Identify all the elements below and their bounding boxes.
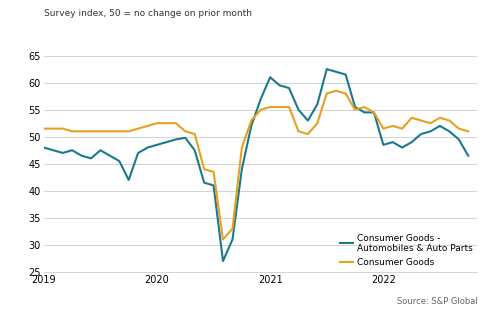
Consumer Goods bbox=[126, 129, 131, 133]
Consumer Goods bbox=[69, 129, 75, 133]
Consumer Goods -
Automobiles & Auto Parts bbox=[201, 181, 207, 184]
Consumer Goods bbox=[447, 119, 452, 122]
Consumer Goods -
Automobiles & Auto Parts bbox=[154, 143, 160, 147]
Consumer Goods bbox=[211, 170, 217, 174]
Consumer Goods -
Automobiles & Auto Parts bbox=[296, 108, 301, 112]
Line: Consumer Goods: Consumer Goods bbox=[44, 91, 468, 239]
Consumer Goods -
Automobiles & Auto Parts bbox=[465, 154, 471, 158]
Consumer Goods bbox=[352, 108, 358, 112]
Consumer Goods -
Automobiles & Auto Parts bbox=[97, 148, 103, 152]
Consumer Goods bbox=[78, 129, 84, 133]
Consumer Goods bbox=[248, 119, 254, 122]
Consumer Goods bbox=[88, 129, 94, 133]
Consumer Goods bbox=[409, 116, 414, 120]
Consumer Goods bbox=[239, 146, 245, 149]
Consumer Goods -
Automobiles & Auto Parts bbox=[315, 102, 320, 106]
Consumer Goods -
Automobiles & Auto Parts bbox=[361, 111, 367, 114]
Consumer Goods bbox=[164, 121, 169, 125]
Consumer Goods bbox=[286, 105, 292, 109]
Consumer Goods -
Automobiles & Auto Parts bbox=[267, 75, 273, 79]
Consumer Goods bbox=[116, 129, 122, 133]
Consumer Goods -
Automobiles & Auto Parts bbox=[211, 184, 217, 187]
Consumer Goods -
Automobiles & Auto Parts bbox=[135, 151, 141, 155]
Consumer Goods -
Automobiles & Auto Parts bbox=[229, 238, 235, 241]
Consumer Goods bbox=[154, 121, 160, 125]
Consumer Goods -
Automobiles & Auto Parts bbox=[324, 67, 330, 71]
Consumer Goods -
Automobiles & Auto Parts bbox=[88, 156, 94, 160]
Consumer Goods -
Automobiles & Auto Parts bbox=[173, 138, 179, 141]
Consumer Goods -
Automobiles & Auto Parts bbox=[116, 159, 122, 163]
Consumer Goods -
Automobiles & Auto Parts bbox=[343, 73, 349, 76]
Consumer Goods bbox=[324, 91, 330, 95]
Consumer Goods -
Automobiles & Auto Parts bbox=[418, 132, 424, 136]
Text: Survey index, 50 = no change on prior month: Survey index, 50 = no change on prior mo… bbox=[44, 9, 252, 18]
Consumer Goods -
Automobiles & Auto Parts bbox=[248, 124, 254, 128]
Consumer Goods bbox=[145, 124, 150, 128]
Consumer Goods bbox=[50, 127, 56, 130]
Legend: Consumer Goods -
Automobiles & Auto Parts, Consumer Goods: Consumer Goods - Automobiles & Auto Part… bbox=[340, 234, 473, 267]
Line: Consumer Goods -
Automobiles & Auto Parts: Consumer Goods - Automobiles & Auto Part… bbox=[44, 69, 468, 261]
Consumer Goods -
Automobiles & Auto Parts bbox=[399, 146, 405, 149]
Consumer Goods -
Automobiles & Auto Parts bbox=[352, 105, 358, 109]
Consumer Goods bbox=[258, 108, 263, 112]
Consumer Goods bbox=[390, 124, 395, 128]
Consumer Goods bbox=[305, 132, 311, 136]
Consumer Goods bbox=[343, 91, 349, 95]
Consumer Goods bbox=[418, 119, 424, 122]
Consumer Goods bbox=[333, 89, 339, 93]
Consumer Goods -
Automobiles & Auto Parts bbox=[305, 119, 311, 122]
Consumer Goods -
Automobiles & Auto Parts bbox=[333, 70, 339, 74]
Consumer Goods bbox=[201, 167, 207, 171]
Consumer Goods -
Automobiles & Auto Parts bbox=[192, 148, 198, 152]
Consumer Goods -
Automobiles & Auto Parts bbox=[69, 148, 75, 152]
Consumer Goods bbox=[437, 116, 443, 120]
Consumer Goods -
Automobiles & Auto Parts bbox=[239, 167, 245, 171]
Consumer Goods bbox=[192, 132, 198, 136]
Consumer Goods bbox=[277, 105, 282, 109]
Consumer Goods -
Automobiles & Auto Parts bbox=[380, 143, 386, 147]
Consumer Goods bbox=[41, 127, 47, 130]
Consumer Goods -
Automobiles & Auto Parts bbox=[50, 148, 56, 152]
Consumer Goods bbox=[107, 129, 112, 133]
Consumer Goods -
Automobiles & Auto Parts bbox=[164, 140, 169, 144]
Consumer Goods bbox=[267, 105, 273, 109]
Consumer Goods -
Automobiles & Auto Parts bbox=[371, 111, 377, 114]
Consumer Goods -
Automobiles & Auto Parts bbox=[60, 151, 66, 155]
Consumer Goods -
Automobiles & Auto Parts bbox=[78, 154, 84, 158]
Consumer Goods bbox=[229, 227, 235, 231]
Consumer Goods -
Automobiles & Auto Parts bbox=[456, 138, 462, 141]
Consumer Goods bbox=[456, 127, 462, 130]
Consumer Goods -
Automobiles & Auto Parts bbox=[277, 83, 282, 87]
Consumer Goods bbox=[371, 111, 377, 114]
Consumer Goods -
Automobiles & Auto Parts bbox=[409, 140, 414, 144]
Consumer Goods -
Automobiles & Auto Parts bbox=[258, 97, 263, 101]
Consumer Goods -
Automobiles & Auto Parts bbox=[220, 259, 226, 263]
Consumer Goods bbox=[97, 129, 103, 133]
Consumer Goods -
Automobiles & Auto Parts bbox=[437, 124, 443, 128]
Consumer Goods bbox=[315, 121, 320, 125]
Consumer Goods bbox=[220, 238, 226, 241]
Consumer Goods bbox=[399, 127, 405, 130]
Consumer Goods -
Automobiles & Auto Parts bbox=[41, 146, 47, 149]
Consumer Goods bbox=[182, 129, 188, 133]
Consumer Goods bbox=[135, 127, 141, 130]
Consumer Goods -
Automobiles & Auto Parts bbox=[126, 178, 131, 182]
Consumer Goods -
Automobiles & Auto Parts bbox=[107, 154, 112, 158]
Consumer Goods -
Automobiles & Auto Parts bbox=[447, 129, 452, 133]
Consumer Goods bbox=[361, 105, 367, 109]
Consumer Goods -
Automobiles & Auto Parts bbox=[428, 129, 433, 133]
Consumer Goods bbox=[428, 121, 433, 125]
Consumer Goods bbox=[296, 129, 301, 133]
Consumer Goods -
Automobiles & Auto Parts bbox=[390, 140, 395, 144]
Consumer Goods -
Automobiles & Auto Parts bbox=[145, 146, 150, 149]
Consumer Goods -
Automobiles & Auto Parts bbox=[182, 136, 188, 140]
Consumer Goods bbox=[60, 127, 66, 130]
Consumer Goods bbox=[380, 127, 386, 130]
Consumer Goods bbox=[465, 129, 471, 133]
Consumer Goods bbox=[173, 121, 179, 125]
Consumer Goods -
Automobiles & Auto Parts bbox=[286, 86, 292, 90]
Text: Source: S&P Global: Source: S&P Global bbox=[396, 297, 477, 306]
